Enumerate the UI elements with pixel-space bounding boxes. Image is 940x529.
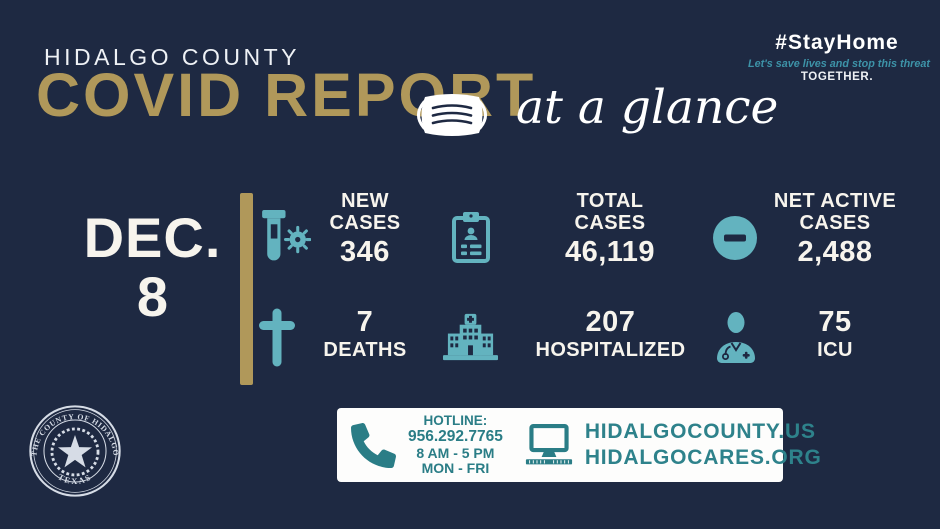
stat-icu: 75 ICU [765,306,905,362]
stat-value: 75 [818,306,852,338]
stat-value: 2,488 [797,236,873,268]
face-mask-icon [417,94,487,136]
report-date: DEC. 8 [55,210,250,325]
stat-new-cases: NEW CASES 346 [300,190,430,267]
stayhome-together: TOGETHER. [800,71,874,83]
stat-label: ICU [817,339,853,362]
stat-label: CASES [799,212,871,234]
stat-value: 207 [585,306,636,338]
stat-label: HOSPITALIZED [535,339,686,362]
divider-bar [240,193,253,385]
report-month: DEC. [83,206,222,269]
stat-label: TOTAL [576,190,644,212]
hotline-title: HOTLINE: [423,413,488,429]
stat-value: 46,119 [564,236,656,268]
stat-value: 346 [340,236,390,268]
computer-icon [525,424,572,465]
stat-net-active-cases: NET ACTIVE CASES 2,488 [765,190,905,267]
stat-hospitalized: 207 HOSPITALIZED [523,306,698,362]
hotline-block: HOTLINE: 956.292.7765 8 AM - 5 PM MON - … [408,413,503,477]
stayhome-hashtag: #StayHome [775,31,899,54]
stayhome-block: #StayHome Let's save lives and stop this… [748,31,930,83]
hotline-hours: 8 AM - 5 PM [416,444,495,461]
phone-icon [351,422,396,468]
tagline: at a glance [516,80,779,135]
minus-circle-icon [713,216,757,260]
svg-text:TEXAS: TEXAS [56,471,93,486]
stat-label: DEATHS [323,339,407,362]
website-county: HIDALGOCOUNTY.US [584,419,816,443]
hospital-icon [443,313,498,361]
doctor-icon [717,312,755,363]
stat-value: 7 [356,306,374,338]
report-day: 8 [136,265,169,328]
seal-bottom-text: TEXAS [56,471,92,486]
stat-label: CASES [574,212,646,234]
stat-label: NET ACTIVE [773,190,897,212]
county-seal: THE COUNTY OF HIDALGO TEXAS [29,405,121,497]
websites-block: HIDALGOCOUNTY.US HIDALGOCARES.ORG [585,419,822,472]
stayhome-slogan: Let's save lives and stop this threat [748,58,930,70]
stat-label: CASES [329,212,401,234]
stat-total-cases: TOTAL CASES 46,119 [545,190,675,267]
test-tube-virus-icon [262,210,311,261]
clipboard-icon [452,212,490,263]
hotline-days: MON - FRI [421,460,490,477]
website-cares: HIDALGOCARES.ORG [584,446,822,469]
contact-bar: HOTLINE: 956.292.7765 8 AM - 5 PM MON - … [337,408,821,482]
stat-deaths: 7 DEATHS [300,306,430,362]
county-name: HIDALGO COUNTY [44,44,301,70]
memorial-cross-icon [259,308,295,367]
stat-label: NEW [341,190,389,212]
hotline-phone: 956.292.7765 [408,428,503,446]
